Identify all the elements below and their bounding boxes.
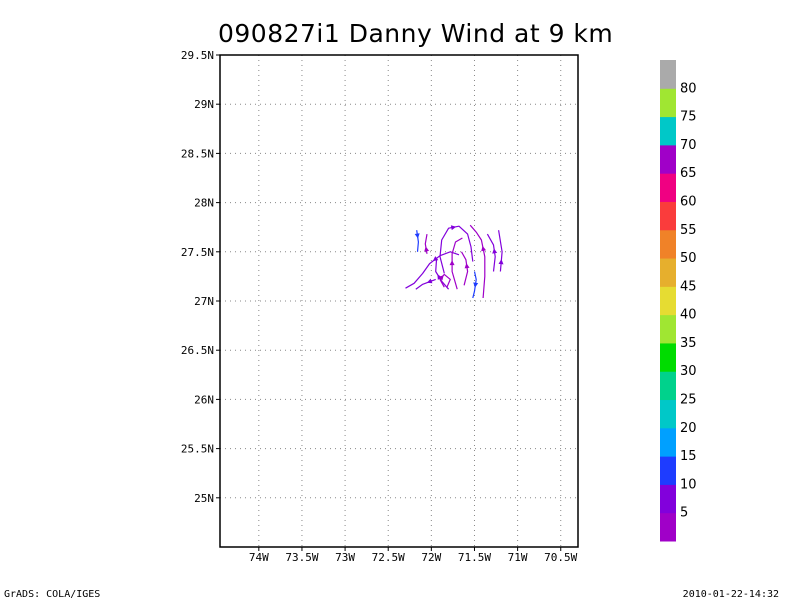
colorbar-label: 25 <box>680 393 697 408</box>
colorbar-segment <box>660 314 676 344</box>
colorbar-label: 50 <box>680 251 697 266</box>
colorbar-label: 70 <box>680 138 697 153</box>
streamline-arrow <box>426 278 433 284</box>
colorbar-segment <box>660 512 676 542</box>
y-tick-label: 28.5N <box>181 147 214 160</box>
x-tick-label: 71.5W <box>458 551 491 564</box>
streamline <box>415 278 436 290</box>
y-tick-label: 25N <box>194 492 214 505</box>
colorbar-segment <box>660 116 676 146</box>
plot-frame <box>219 54 579 548</box>
colorbar-label: 80 <box>680 81 697 96</box>
streamline-arrow <box>498 259 504 265</box>
streamlines <box>405 224 504 299</box>
colorbar-label: 55 <box>680 223 697 238</box>
streamline <box>460 251 469 286</box>
x-tick-label: 73.5W <box>285 551 318 564</box>
colorbar-segment <box>660 144 676 174</box>
y-tick-label: 29.5N <box>181 49 214 62</box>
x-axis: 74W 73.5W 73W 72.5W 72W 71.5W 71W 70.5W <box>249 547 578 564</box>
streamline-arrow <box>449 260 455 266</box>
streamline-arrow <box>492 248 498 254</box>
streamline-arrow <box>450 225 457 231</box>
x-tick-label: 74W <box>249 551 269 564</box>
y-tick-label: 25.5N <box>181 443 214 456</box>
footer-credit: GrADS: COLA/IGES <box>4 589 100 600</box>
colorbar-segment <box>660 286 676 316</box>
colorbar-label: 5 <box>680 506 688 521</box>
colorbar-label: 15 <box>680 449 697 464</box>
colorbar-label: 35 <box>680 336 697 351</box>
x-tick-label: 72.5W <box>372 551 405 564</box>
streamline <box>451 237 463 290</box>
chart-title: 090827i1 Danny Wind at 9 km <box>218 19 613 48</box>
colorbar-segment <box>660 229 676 259</box>
colorbar-segment <box>660 484 676 514</box>
x-tick-label: 72W <box>421 551 441 564</box>
streamline-arrow <box>424 246 430 252</box>
streamline <box>439 273 451 288</box>
y-tick-label: 29N <box>194 98 214 111</box>
y-tick-label: 27N <box>194 295 214 308</box>
y-tick-label: 28N <box>194 197 214 210</box>
streamline-arrow <box>438 275 444 281</box>
colorbar-label: 45 <box>680 279 697 294</box>
x-tick-label: 70.5W <box>544 551 577 564</box>
colorbar-label: 60 <box>680 194 697 209</box>
y-tick-label: 26N <box>194 393 214 406</box>
streamline-arrow <box>464 263 470 269</box>
colorbar-segment <box>660 456 676 485</box>
streamline <box>498 230 503 272</box>
colorbar-segment <box>660 201 676 231</box>
grid-lines <box>220 55 578 547</box>
y-tick-label: 27.5N <box>181 246 214 259</box>
colorbar-segment <box>660 427 676 457</box>
colorbar-label: 30 <box>680 364 697 379</box>
y-tick-label: 26.5N <box>181 344 214 357</box>
streamline-arrow <box>414 233 420 239</box>
streamline-arrow <box>481 245 487 252</box>
streamline-arrow <box>473 282 479 288</box>
colorbar-label: 10 <box>680 477 697 492</box>
colorbar-segment <box>660 399 676 429</box>
x-tick-label: 71W <box>508 551 528 564</box>
colorbar-segment <box>660 371 676 401</box>
y-axis: 25N 25.5N 26N 26.5N 27N 27.5N 28N 28.5N 29N 29.5N <box>181 49 220 505</box>
streamline <box>416 230 419 252</box>
colorbar-segment <box>660 173 676 202</box>
streamline <box>405 251 460 289</box>
colorbar-label: 40 <box>680 308 697 323</box>
colorbar-segment <box>660 258 676 287</box>
colorbar: 5 10 15 20 25 30 35 40 45 50 55 60 65 70 75 80 <box>660 60 697 542</box>
colorbar-label: 65 <box>680 166 697 181</box>
footer-timestamp: 2010-01-22-14:32 <box>683 589 779 600</box>
colorbar-segment <box>660 60 676 89</box>
colorbar-label: 20 <box>680 421 697 436</box>
colorbar-segment <box>660 342 676 372</box>
colorbar-label: 75 <box>680 110 697 125</box>
colorbar-segment <box>660 88 676 118</box>
x-tick-label: 73W <box>335 551 355 564</box>
